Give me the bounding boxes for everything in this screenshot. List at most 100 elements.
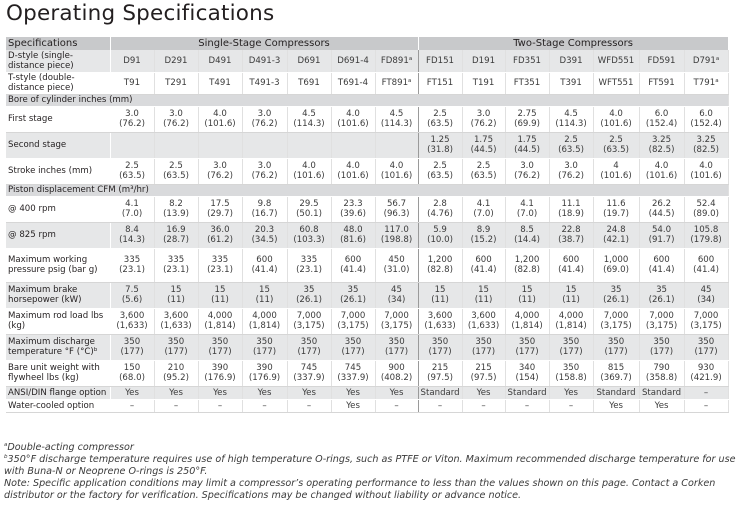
table-cell bbox=[110, 132, 155, 159]
row-label: Maximum rod load lbs (kg) bbox=[6, 308, 111, 335]
footnote-marker: a bbox=[408, 55, 413, 62]
table-cell: Yes bbox=[331, 386, 376, 400]
footnote-marker: b bbox=[93, 347, 98, 353]
table-cell: 350 (177) bbox=[154, 334, 199, 361]
table-cell: 15 (11) bbox=[418, 282, 463, 309]
table-cell: T691-4 bbox=[331, 72, 376, 95]
footnote: Note: Specific application conditions ma… bbox=[4, 478, 736, 502]
table-cell: 600 (41.4) bbox=[639, 248, 685, 283]
table-row: Maximum working pressure psig (bar g) 335… bbox=[6, 248, 729, 283]
table-cell: 7,000 (3,175) bbox=[331, 308, 376, 335]
table-cell: 2.5 (63.5) bbox=[418, 106, 463, 133]
table-cell: 340 (154) bbox=[505, 360, 550, 387]
table-cell: 35 (26.1) bbox=[639, 282, 685, 309]
table-cell: – bbox=[287, 399, 332, 413]
footnote-marker: a bbox=[4, 442, 8, 448]
header-two-stage: Two-Stage Compressors bbox=[418, 37, 729, 50]
table-cell: 45 (34) bbox=[375, 282, 419, 309]
table-cell: 117.0 (198.8) bbox=[375, 222, 419, 249]
table-cell: 350 (177) bbox=[287, 334, 332, 361]
table-cell: – bbox=[418, 399, 463, 413]
table-header-row: Specifications Single-Stage Compressors … bbox=[6, 37, 729, 50]
table-cell bbox=[331, 132, 376, 159]
table-cell bbox=[287, 132, 332, 159]
table-cell: – bbox=[684, 386, 729, 400]
table-cell: 9.8 (16.7) bbox=[242, 196, 288, 223]
table-cell: 3.25 (82.5) bbox=[684, 132, 729, 159]
table-cell: – bbox=[198, 399, 243, 413]
table-cell: 1.75 (44.5) bbox=[505, 132, 550, 159]
row-label: ANSI/DIN flange option bbox=[6, 386, 111, 400]
table-cell: 45 (34) bbox=[684, 282, 729, 309]
section-row: Piston displacement CFM (m³/hr) bbox=[6, 184, 729, 197]
table-cell: 7,000 (3,175) bbox=[639, 308, 685, 335]
table-cell: 600 (41.4) bbox=[462, 248, 506, 283]
table-cell: 4.0 (101.6) bbox=[331, 106, 376, 133]
footnote: aDouble-acting compressor bbox=[4, 442, 736, 454]
table-cell: Yes bbox=[549, 386, 594, 400]
table-cell: – bbox=[505, 399, 550, 413]
table-cell: 7,000 (3,175) bbox=[684, 308, 729, 335]
table-cell: – bbox=[375, 399, 419, 413]
table-cell: 4.5 (114.3) bbox=[287, 106, 332, 133]
table-cell: 2.5 (63.5) bbox=[418, 158, 463, 185]
row-label: T-style (double-distance piece) bbox=[6, 72, 111, 95]
table-cell: Standard bbox=[418, 386, 463, 400]
table-cell: Yes bbox=[639, 399, 685, 413]
table-cell: 15 (11) bbox=[505, 282, 550, 309]
table-cell: 335 (23.1) bbox=[154, 248, 199, 283]
table-cell: 350 (177) bbox=[505, 334, 550, 361]
table-cell: 4.0 (101.6) bbox=[684, 158, 729, 185]
table-cell: FT351 bbox=[505, 72, 550, 95]
table-cell: FT891a bbox=[375, 72, 419, 95]
table-cell: 2.5 (63.5) bbox=[110, 158, 155, 185]
table-cell: Yes bbox=[242, 386, 288, 400]
table-cell: 2.5 (63.5) bbox=[549, 132, 594, 159]
table-cell: 930 (421.9) bbox=[684, 360, 729, 387]
table-cell: 600 (41.4) bbox=[331, 248, 376, 283]
table-cell: D491-3 bbox=[242, 50, 288, 73]
table-cell: 8.5 (14.4) bbox=[505, 222, 550, 249]
table-row: D-style (single-distance piece) D91 D291 D4… bbox=[6, 50, 729, 73]
table-cell: – bbox=[549, 399, 594, 413]
table-cell: 350 (177) bbox=[418, 334, 463, 361]
table-cell: T791a bbox=[684, 72, 729, 95]
table-cell: 48.0 (81.6) bbox=[331, 222, 376, 249]
table-cell: 3.0 (76.2) bbox=[110, 106, 155, 133]
spec-table-body: D-style (single-distance piece) D91 D291 D4… bbox=[6, 50, 729, 413]
row-label: Stroke inches (mm) bbox=[6, 158, 111, 185]
table-cell: FD351 bbox=[505, 50, 550, 73]
table-cell: 1,200 (82.8) bbox=[418, 248, 463, 283]
table-cell: 745 (337.9) bbox=[287, 360, 332, 387]
table-cell: 20.3 (34.5) bbox=[242, 222, 288, 249]
table-cell: 15 (11) bbox=[549, 282, 594, 309]
table-row: Bare unit weight with flywheel lbs (kg) 1… bbox=[6, 360, 729, 387]
table-cell: 350 (158.8) bbox=[549, 360, 594, 387]
table-cell: 350 (177) bbox=[375, 334, 419, 361]
table-cell: D391 bbox=[549, 50, 594, 73]
table-cell: 4.0 (101.6) bbox=[287, 158, 332, 185]
footnote-marker: a bbox=[715, 55, 720, 62]
table-row: Second stage 1.25 (31.8) 1.75 (44.5) 1.75 (44.… bbox=[6, 132, 729, 159]
table-cell: 8.9 (15.2) bbox=[462, 222, 506, 249]
table-cell bbox=[242, 132, 288, 159]
table-cell: 3.0 (76.2) bbox=[462, 106, 506, 133]
table-cell: 600 (41.4) bbox=[242, 248, 288, 283]
table-cell: T291 bbox=[154, 72, 199, 95]
table-cell: 17.5 (29.7) bbox=[198, 196, 243, 223]
footnote-marker: b bbox=[4, 454, 8, 460]
table-cell: 4.1 (7.0) bbox=[110, 196, 155, 223]
table-cell: 15 (11) bbox=[154, 282, 199, 309]
spec-table: Specifications Single-Stage Compressors … bbox=[6, 37, 729, 413]
footnote-text: Note: Specific application conditions ma… bbox=[4, 478, 716, 501]
table-cell: 35 (26.1) bbox=[287, 282, 332, 309]
table-cell: T491-3 bbox=[242, 72, 288, 95]
table-cell: Standard bbox=[593, 386, 640, 400]
page-title: Operating Specifications bbox=[6, 1, 275, 26]
table-cell: 2.75 (69.9) bbox=[505, 106, 550, 133]
table-cell: 8.2 (13.9) bbox=[154, 196, 199, 223]
table-cell: 600 (41.4) bbox=[549, 248, 594, 283]
table-cell: 450 (31.0) bbox=[375, 248, 419, 283]
table-cell: 23.3 (39.6) bbox=[331, 196, 376, 223]
